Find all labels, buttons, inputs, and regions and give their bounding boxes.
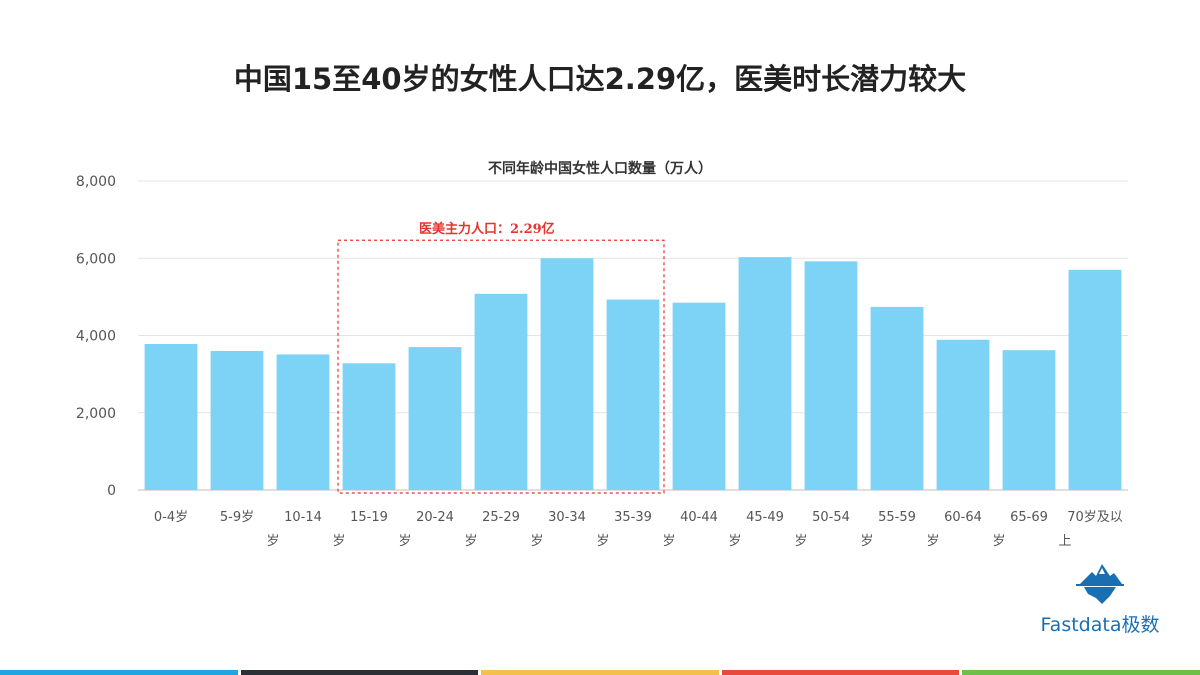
bar — [540, 258, 594, 490]
y-tick-label: 6,000 — [76, 251, 116, 267]
bar — [474, 293, 528, 490]
logo-text: Fastdata极数 — [1040, 614, 1160, 636]
y-tick-label: 4,000 — [76, 329, 116, 345]
bottom-bar-segment — [721, 670, 960, 675]
x-tick-label: 30-34 岁 — [530, 510, 585, 549]
x-tick-label: 55-59 岁 — [860, 510, 915, 549]
iceberg-icon — [1076, 564, 1124, 604]
annotation-box — [337, 239, 665, 494]
bar — [672, 302, 726, 490]
x-tick-label: 60-64 岁 — [926, 510, 981, 549]
x-tick-label: 0-4岁 — [154, 510, 188, 525]
chart-title: 不同年龄中国女性人口数量（万人） — [488, 161, 712, 177]
x-tick-label: 20-24 岁 — [398, 510, 453, 549]
bar-chart: 0 2,000 4,000 6,000 8,000 0-4岁 5-9岁 10-14 岁 15-19… — [76, 174, 1128, 549]
x-tick-label: 35-39 岁 — [596, 510, 651, 549]
x-tick-label: 50-54 岁 — [794, 510, 849, 549]
bar — [408, 347, 462, 490]
x-tick-label: 40-44 岁 — [662, 510, 717, 549]
bar — [276, 354, 330, 490]
page-title: 中国15至40岁的女性人口达2.29亿，医美时长潜力较大 — [233, 62, 967, 96]
x-tick-label: 45-49 岁 — [728, 510, 783, 549]
bar — [606, 299, 660, 490]
y-tick-label: 0 — [107, 483, 116, 499]
bar — [804, 261, 858, 490]
x-tick-label: 65-69 岁 — [992, 510, 1047, 549]
bottom-bar-segment — [0, 670, 238, 675]
bottom-bar-segment — [481, 670, 719, 675]
bar — [936, 339, 990, 490]
bar — [210, 350, 264, 490]
bottom-bar-segment — [962, 670, 1200, 675]
x-tick-label: 70岁及以上 — [1058, 510, 1122, 549]
x-tick-label: 15-19 岁 — [332, 510, 387, 549]
bar — [870, 306, 924, 490]
bottom-color-bar — [0, 670, 1200, 675]
y-tick-label: 8,000 — [76, 174, 116, 190]
bar — [738, 257, 792, 490]
x-tick-label: 25-29 岁 — [464, 510, 519, 549]
bar — [1068, 269, 1122, 490]
x-tick-label: 5-9岁 — [220, 510, 254, 525]
bar — [144, 343, 198, 490]
y-tick-label: 2,000 — [76, 406, 116, 422]
annotation-label: 医美主力人口：2.29亿 — [419, 222, 555, 237]
bottom-bar-segment — [240, 670, 479, 675]
bar — [1002, 350, 1056, 490]
fastdata-logo: Fastdata极数 — [1040, 560, 1160, 636]
bar — [342, 363, 396, 490]
x-tick-label: 10-14 岁 — [266, 510, 321, 549]
